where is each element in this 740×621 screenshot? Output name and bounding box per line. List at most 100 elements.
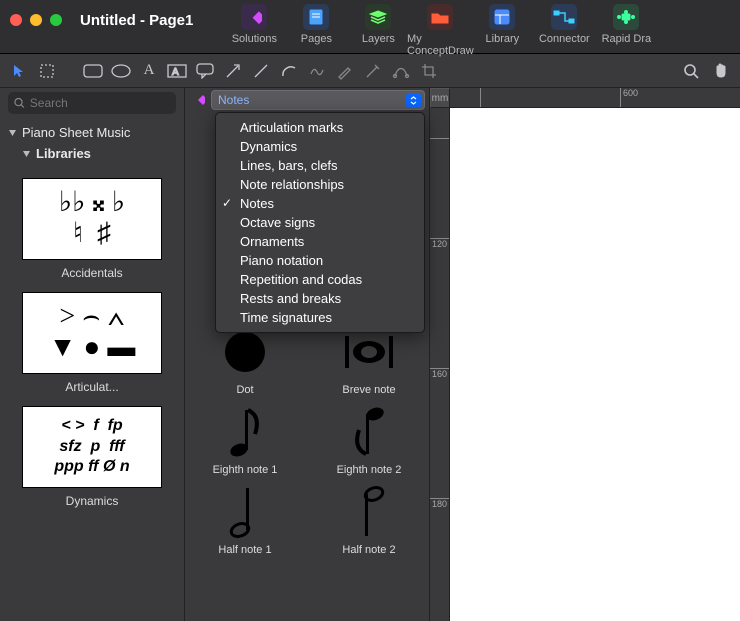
ruler-tick	[430, 138, 449, 139]
shape-item[interactable]: Half note 2	[309, 482, 429, 556]
selector-arrow-icon	[406, 93, 421, 108]
shape-label: Breve note	[342, 384, 395, 396]
shape-item[interactable]: Dot	[185, 322, 305, 396]
bezier-tool-icon[interactable]	[388, 59, 414, 83]
shape-preview	[200, 482, 290, 542]
pan-tool-icon[interactable]	[708, 59, 734, 83]
dropdown-label: Octave signs	[240, 215, 315, 230]
line-tool-icon[interactable]	[248, 59, 274, 83]
solutions-icon[interactable]	[189, 91, 207, 109]
toolbar-rapid-dra[interactable]: Rapid Dra	[595, 4, 657, 57]
thumb-label: Dynamics	[66, 494, 119, 508]
dropdown-item[interactable]: Lines, bars, clefs	[216, 156, 424, 175]
dropdown-label: Notes	[240, 196, 274, 211]
connector-icon	[551, 4, 577, 30]
minimize-button[interactable]	[30, 14, 42, 26]
dropdown-item[interactable]: Rests and breaks	[216, 289, 424, 308]
thumb-preview: < > f fpsfz p fffppp ff Ø n	[22, 406, 162, 488]
canvas-area: mm 600800 120160180	[430, 88, 740, 621]
dropdown-item[interactable]: Piano notation	[216, 251, 424, 270]
library-search[interactable]	[8, 92, 176, 114]
pointer-tool-icon[interactable]	[6, 59, 32, 83]
text-tool-icon[interactable]: A	[136, 59, 162, 83]
thumb-label: Articulat...	[65, 380, 118, 394]
svg-text:A: A	[172, 67, 179, 78]
freehand-tool-icon[interactable]	[304, 59, 330, 83]
dropdown-item[interactable]: Ornaments	[216, 232, 424, 251]
search-input[interactable]	[30, 96, 170, 110]
crop-tool-icon[interactable]	[416, 59, 442, 83]
shape-item[interactable]: Eighth note 2	[309, 402, 429, 476]
page-canvas[interactable]	[450, 108, 740, 621]
dropdown-item[interactable]: ✓Notes	[216, 194, 424, 213]
my-conceptdraw-icon	[427, 4, 453, 30]
ruler-tick: 600	[620, 88, 638, 107]
toolbar-label: Pages	[301, 33, 332, 45]
library-thumb[interactable]: > ⌢ ∧ ▼ ● ▬ Articulat...	[0, 292, 184, 394]
library-thumb[interactable]: < > f fpsfz p fffppp ff Ø n Dynamics	[0, 406, 184, 508]
dropdown-label: Note relationships	[240, 177, 344, 192]
callout-tool-icon[interactable]	[192, 59, 218, 83]
arc-tool-icon[interactable]	[276, 59, 302, 83]
pen-tool-icon[interactable]	[332, 59, 358, 83]
knife-tool-icon[interactable]	[360, 59, 386, 83]
toolbar-pages[interactable]: Pages	[285, 4, 347, 57]
dropdown-label: Ornaments	[240, 234, 304, 249]
ellipse-tool-icon[interactable]	[108, 59, 134, 83]
dropdown-item[interactable]: Repetition and codas	[216, 270, 424, 289]
dropdown-item[interactable]: Octave signs	[216, 213, 424, 232]
tree-label: Piano Sheet Music	[22, 125, 130, 140]
library-icon	[489, 4, 515, 30]
toolbar-layers[interactable]: Layers	[347, 4, 409, 57]
toolbar-label: Solutions	[232, 33, 277, 45]
library-dropdown[interactable]: Articulation marksDynamics Lines, bars, c…	[215, 112, 425, 333]
shapes-panel-header: Notes	[185, 88, 429, 112]
maximize-button[interactable]	[50, 14, 62, 26]
shape-label: Half note 1	[218, 544, 271, 556]
dropdown-item[interactable]: Dynamics	[216, 137, 424, 156]
toolbar-my-conceptdraw[interactable]: My ConceptDraw	[409, 4, 471, 57]
shape-item[interactable]: Half note 1	[185, 482, 305, 556]
shape-item[interactable]: Eighth note 1	[185, 402, 305, 476]
rapid-dra-icon	[613, 4, 639, 30]
layers-icon	[365, 4, 391, 30]
dropdown-item[interactable]: Articulation marks	[216, 118, 424, 137]
main-toolbar: Solutions Pages Layers My ConceptDrawLibrar…	[223, 0, 657, 57]
disclosure-icon	[8, 125, 17, 140]
units-indicator[interactable]: mm	[430, 88, 450, 108]
dropdown-item[interactable]: Time signatures	[216, 308, 424, 327]
dropdown-label: Piano notation	[240, 253, 323, 268]
thumb-label: Accidentals	[61, 266, 122, 280]
dropdown-item[interactable]: Note relationships	[216, 175, 424, 194]
arrow-tool-icon[interactable]	[220, 59, 246, 83]
shape-preview	[324, 402, 414, 462]
toolbar-solutions[interactable]: Solutions	[223, 4, 285, 57]
search-icon[interactable]	[678, 59, 704, 83]
shape-preview	[324, 482, 414, 542]
thumb-preview: ♭♭ 𝄪 ♭ ♮ ♯	[22, 178, 162, 260]
toolbar-library[interactable]: Library	[471, 4, 533, 57]
window-title: Untitled - Page1	[80, 0, 193, 29]
close-button[interactable]	[10, 14, 22, 26]
shape-label: Eighth note 1	[213, 464, 278, 476]
toolbar-label: My ConceptDraw	[407, 33, 474, 57]
tree-label: Libraries	[36, 146, 91, 161]
tree-root[interactable]: Piano Sheet Music	[0, 122, 184, 143]
shape-label: Half note 2	[342, 544, 395, 556]
ruler-tick: 120	[430, 238, 449, 249]
vertical-ruler: 120160180	[430, 108, 450, 621]
shape-item[interactable]: Breve note	[309, 322, 429, 396]
dropdown-label: Time signatures	[240, 310, 332, 325]
selector-value: Notes	[218, 93, 249, 107]
rectangle-tool-icon[interactable]	[80, 59, 106, 83]
textbox-tool-icon[interactable]: A	[164, 59, 190, 83]
marquee-tool-icon[interactable]	[34, 59, 60, 83]
library-thumb[interactable]: ♭♭ 𝄪 ♭ ♮ ♯ Accidentals	[0, 178, 184, 280]
window-controls	[10, 0, 62, 26]
dropdown-label: Lines, bars, clefs	[240, 158, 338, 173]
thumb-preview: > ⌢ ∧ ▼ ● ▬	[22, 292, 162, 374]
tree-child[interactable]: Libraries	[0, 143, 184, 164]
library-selector[interactable]: Notes	[211, 90, 425, 110]
toolbar-connector[interactable]: Connector	[533, 4, 595, 57]
toolbar-label: Layers	[362, 33, 395, 45]
